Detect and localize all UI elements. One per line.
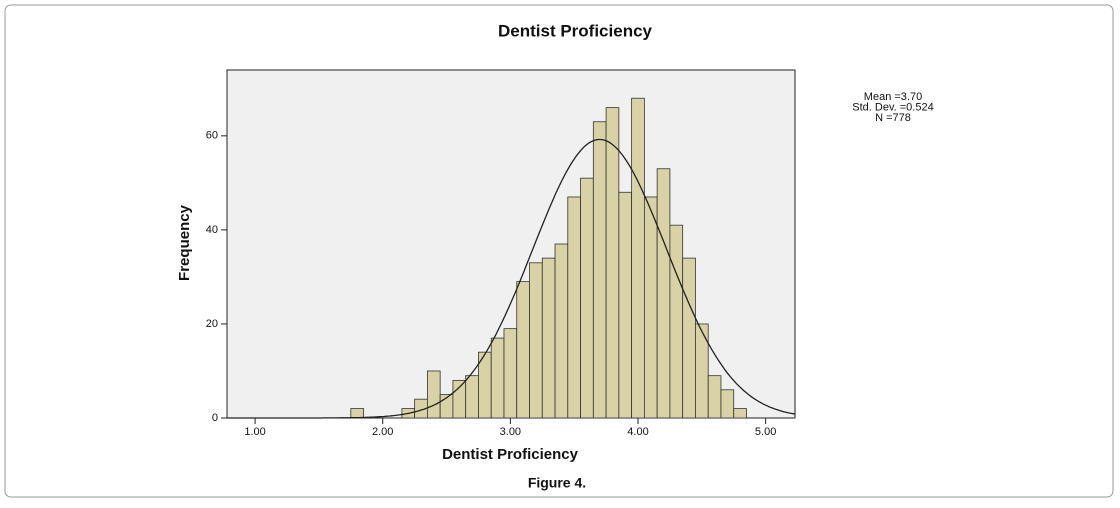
bar xyxy=(682,257,696,419)
bar xyxy=(720,389,735,419)
bar xyxy=(669,224,684,419)
bar xyxy=(631,97,645,419)
x-tick-label: 3.00 xyxy=(500,426,521,438)
x-tick-label: 4.00 xyxy=(627,426,648,438)
bar xyxy=(350,408,364,419)
stats-label: Std. Dev. =0.524 xyxy=(852,101,933,113)
bar xyxy=(503,328,518,419)
x-tick-label: 5.00 xyxy=(755,426,776,438)
bar xyxy=(465,375,479,419)
bar xyxy=(490,337,505,419)
y-tick-label: 60 xyxy=(206,130,218,142)
bar xyxy=(516,281,530,419)
y-tick-label: 20 xyxy=(206,318,218,330)
x-axis-label: Dentist Proficiency xyxy=(442,446,579,463)
bar xyxy=(643,196,658,419)
stats-label: Mean =3.70 xyxy=(864,91,922,103)
x-tick-label: 2.00 xyxy=(372,426,393,438)
chart-title: Dentist Proficiency xyxy=(498,21,653,40)
y-tick-label: 40 xyxy=(206,224,218,236)
x-tick-label: 1.00 xyxy=(244,426,265,438)
y-tick-label: 0 xyxy=(212,412,218,424)
bar xyxy=(707,375,722,419)
bar xyxy=(618,191,633,419)
normal-curve xyxy=(227,138,796,419)
bar xyxy=(567,196,581,419)
bar xyxy=(554,243,569,419)
bar xyxy=(541,257,556,419)
caption: Figure 4. xyxy=(528,475,586,491)
bar xyxy=(656,168,671,419)
bar xyxy=(426,370,441,419)
bar xyxy=(529,262,543,419)
bar xyxy=(695,323,709,419)
y-axis-label: Frequency xyxy=(176,204,193,281)
bar xyxy=(452,379,467,419)
bar xyxy=(580,177,594,419)
bar xyxy=(592,121,607,419)
bar xyxy=(605,107,620,419)
bar xyxy=(733,408,747,419)
stats-label: N =778 xyxy=(875,112,911,124)
